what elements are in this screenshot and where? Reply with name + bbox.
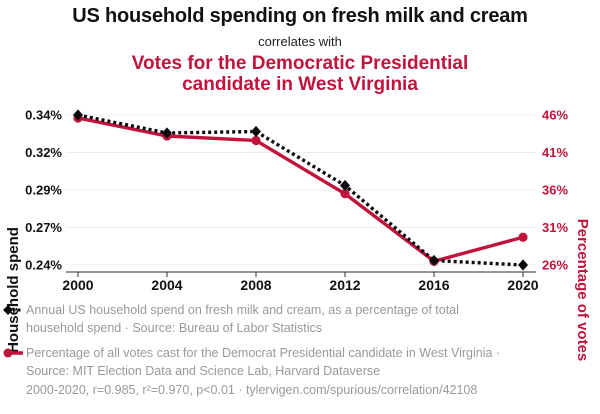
right-tick-label: 36% <box>542 183 568 198</box>
x-tick-label: 2012 <box>329 277 360 293</box>
x-tick-label: 2000 <box>62 277 93 293</box>
x-tick-label: 2004 <box>151 277 182 293</box>
left-tick-label: 0.24% <box>25 258 62 273</box>
data-point-milk-spend <box>429 254 439 267</box>
right-tick-label: 26% <box>542 258 568 273</box>
left-tick-label: 0.32% <box>25 145 62 160</box>
left-tick-label: 0.34% <box>25 108 62 123</box>
milk-series-marker-icon <box>3 305 23 315</box>
x-tick-label: 2008 <box>240 277 271 293</box>
line-chart: 2000 2004 2008 2012 2016 2020 0.34% 0.32% 0.29% 0… <box>0 100 600 362</box>
legend-item-milk-spend: Annual US household spend on fresh milk … <box>3 301 593 337</box>
left-tick-label: 0.27% <box>25 220 62 235</box>
right-tick-label: 46% <box>542 108 568 123</box>
right-tick-label: 41% <box>542 145 568 160</box>
stats-footer: 2000-2020, r=0.985, r²=0.970, p<0.01 · t… <box>26 383 478 397</box>
x-tick-label: 2020 <box>507 277 538 293</box>
chart-legend: Annual US household spend on fresh milk … <box>3 301 593 387</box>
legend-item-democrat-votes: Percentage of all votes cast for the Dem… <box>3 344 593 380</box>
series-line-milk-spend <box>77 113 524 267</box>
chart-title: US household spending on fresh milk and … <box>72 5 528 27</box>
votes-series-marker-icon <box>3 348 23 358</box>
chart-canvas: 2000 2004 2008 2012 2016 2020 0.34% 0.32% 0.29% 0… <box>25 108 568 294</box>
data-point-democrat-votes <box>518 232 528 242</box>
left-tick-label: 0.29% <box>25 183 62 198</box>
legend-label-democrat-votes: Percentage of all votes cast for the Dem… <box>26 346 501 378</box>
data-point-milk-spend <box>340 179 350 192</box>
data-point-milk-spend <box>251 125 261 138</box>
data-point-democrat-votes <box>251 135 261 146</box>
series-line-democrat-votes <box>77 116 524 264</box>
chart-subtitle: Votes for the Democratic Presidential ca… <box>131 53 469 95</box>
x-tick-label: 2016 <box>418 277 449 293</box>
data-point-democrat-votes <box>340 189 350 199</box>
right-tick-label: 31% <box>542 220 568 235</box>
legend-label-milk-spend: Annual US household spend on fresh milk … <box>26 303 459 335</box>
correlates-with-label: correlates with <box>258 34 342 49</box>
data-point-milk-spend <box>518 259 528 271</box>
